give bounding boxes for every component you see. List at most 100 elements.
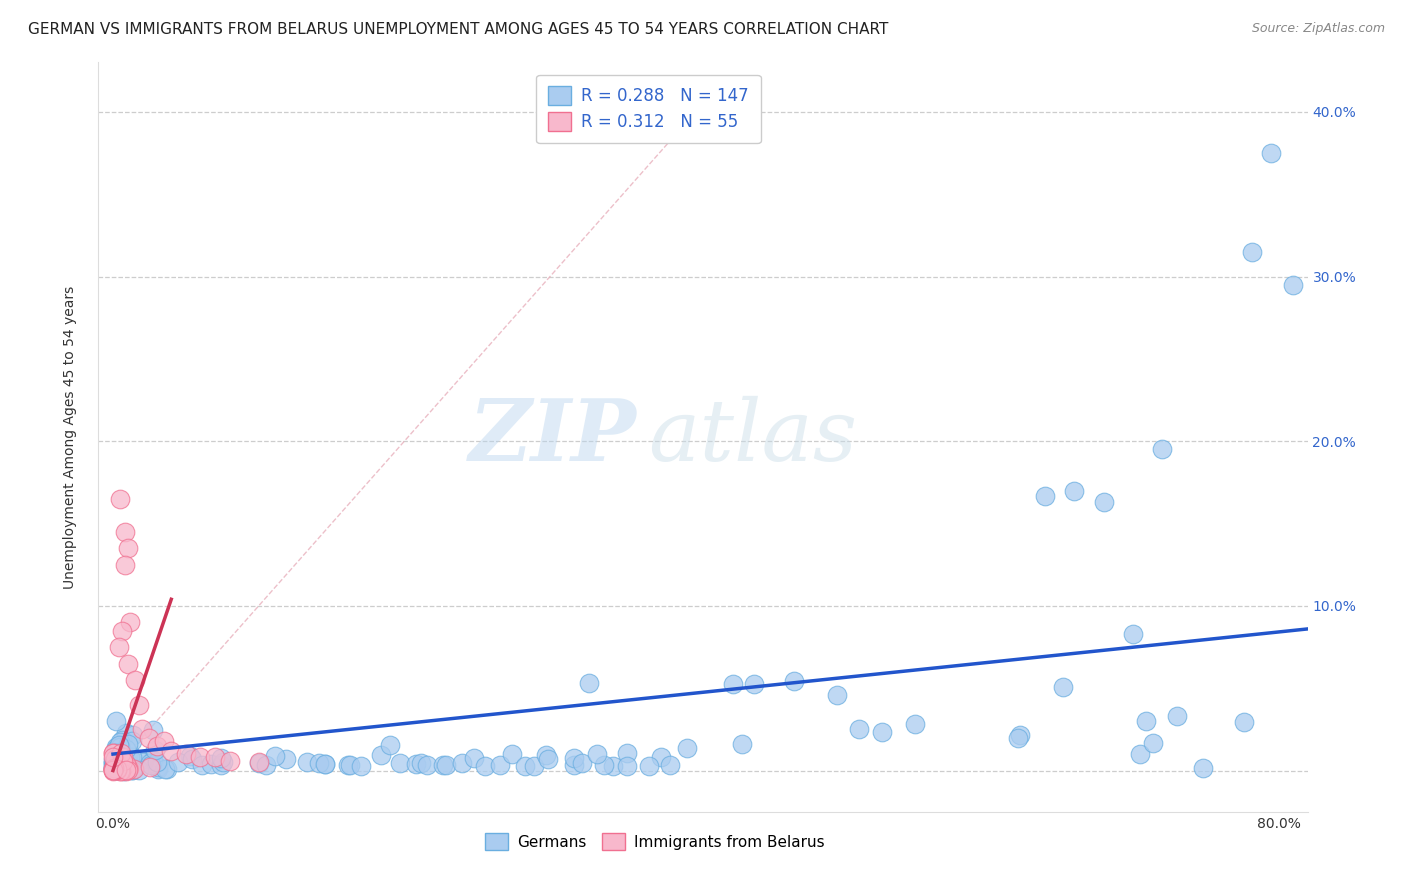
Point <box>115 756 138 771</box>
Point <box>209 750 232 764</box>
Point <box>142 723 165 738</box>
Point <box>616 746 638 760</box>
Point <box>103 764 125 778</box>
Point <box>586 747 609 761</box>
Point <box>105 762 128 776</box>
Point <box>200 756 222 771</box>
Point <box>105 752 128 766</box>
Point <box>114 558 136 572</box>
Point <box>121 762 143 776</box>
Point <box>108 739 131 754</box>
Point <box>107 755 129 769</box>
Point <box>416 758 439 772</box>
Point <box>114 726 136 740</box>
Point <box>114 754 136 768</box>
Point <box>111 732 134 747</box>
Point <box>160 744 183 758</box>
Point <box>122 763 145 777</box>
Point <box>742 676 765 690</box>
Point <box>129 753 152 767</box>
Point <box>117 737 139 751</box>
Point <box>523 758 546 772</box>
Point <box>1166 709 1188 723</box>
Point <box>409 756 432 771</box>
Point <box>124 673 146 687</box>
Point <box>101 746 124 760</box>
Point <box>115 763 138 777</box>
Point <box>103 764 125 778</box>
Point <box>153 734 176 748</box>
Point <box>122 763 145 777</box>
Point <box>117 761 139 775</box>
Point <box>1052 680 1074 694</box>
Point <box>112 764 135 778</box>
Point <box>101 761 124 775</box>
Point <box>121 763 143 777</box>
Point <box>432 758 454 772</box>
Point <box>110 764 132 778</box>
Point <box>1241 244 1264 259</box>
Point <box>274 752 297 766</box>
Point <box>721 676 744 690</box>
Point <box>848 722 870 736</box>
Point <box>103 746 125 760</box>
Point <box>131 756 153 770</box>
Y-axis label: Unemployment Among Ages 45 to 54 years: Unemployment Among Ages 45 to 54 years <box>63 285 77 589</box>
Point <box>254 758 277 772</box>
Point <box>128 698 150 712</box>
Point <box>110 758 132 772</box>
Point <box>489 758 512 772</box>
Point <box>107 755 129 769</box>
Point <box>218 754 240 768</box>
Point <box>103 756 125 770</box>
Point <box>111 763 134 777</box>
Point <box>111 757 134 772</box>
Point <box>350 758 373 772</box>
Point <box>295 756 318 770</box>
Point <box>103 761 125 775</box>
Point <box>139 756 162 771</box>
Point <box>148 762 170 776</box>
Point <box>180 752 202 766</box>
Point <box>121 750 143 764</box>
Point <box>104 758 127 772</box>
Text: GERMAN VS IMMIGRANTS FROM BELARUS UNEMPLOYMENT AMONG AGES 45 TO 54 YEARS CORRELA: GERMAN VS IMMIGRANTS FROM BELARUS UNEMPL… <box>28 22 889 37</box>
Point <box>118 749 141 764</box>
Point <box>101 760 124 774</box>
Point <box>110 735 132 749</box>
Point <box>501 747 523 761</box>
Point <box>103 756 125 771</box>
Point <box>105 763 128 777</box>
Point <box>105 764 128 778</box>
Point <box>593 757 616 772</box>
Point <box>105 762 128 776</box>
Point <box>141 758 163 772</box>
Point <box>872 724 894 739</box>
Point <box>114 747 136 761</box>
Point <box>463 751 485 765</box>
Point <box>118 745 141 759</box>
Point <box>110 746 132 760</box>
Point <box>122 728 145 742</box>
Point <box>1007 731 1029 745</box>
Point <box>111 764 134 778</box>
Point <box>118 761 141 775</box>
Point <box>101 761 124 775</box>
Point <box>638 758 661 772</box>
Point <box>120 758 142 772</box>
Text: ZIP: ZIP <box>468 395 637 479</box>
Point <box>339 758 361 772</box>
Point <box>314 757 336 772</box>
Point <box>571 756 593 770</box>
Point <box>1192 761 1215 775</box>
Point <box>103 763 125 777</box>
Point <box>121 755 143 769</box>
Point <box>145 739 167 753</box>
Point <box>101 763 124 777</box>
Point <box>108 758 131 772</box>
Point <box>114 762 136 776</box>
Point <box>146 755 169 769</box>
Point <box>1008 728 1031 742</box>
Point <box>676 740 699 755</box>
Point <box>101 749 124 764</box>
